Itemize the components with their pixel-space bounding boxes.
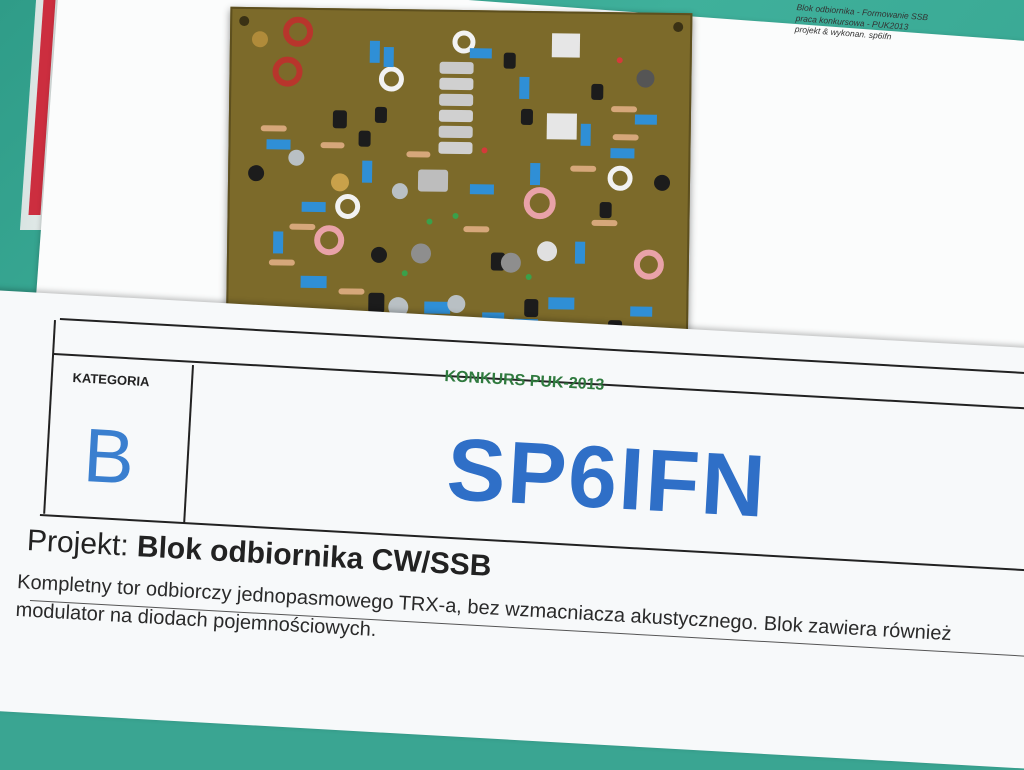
toroid-coil (283, 16, 314, 47)
table-border-top (59, 318, 1024, 376)
table-border-left (43, 320, 56, 514)
category-value: B (81, 412, 137, 501)
toroid-coil (607, 165, 633, 191)
callsign: SP6IFN (444, 418, 770, 536)
contest-title: KONKURS PUK-2013 (444, 368, 605, 394)
trimmer-pot (546, 113, 577, 140)
circuit-board-components (234, 15, 684, 351)
toroid-coil (523, 187, 556, 220)
toroid-coil (378, 66, 404, 92)
toroid-coil (272, 56, 303, 87)
toroid-coil (452, 30, 476, 54)
toroid-coil (633, 249, 664, 280)
crystal-filter (417, 61, 474, 192)
label-content: KATEGORIA B KONKURS PUK-2013 SP6IFN Proj… (15, 318, 1024, 657)
circuit-board (225, 6, 693, 360)
toroid-coil (335, 193, 361, 219)
toroid-coil (314, 225, 345, 256)
trimmer-pot (551, 33, 581, 58)
category-heading: KATEGORIA (72, 370, 150, 390)
project-prefix: Projekt: (26, 524, 130, 563)
project-description: Kompletny tor odbiorczy jednopasmowego T… (15, 570, 952, 646)
small-components (401, 57, 623, 280)
mounting-hole (239, 15, 250, 26)
table-border-divider (183, 365, 194, 523)
mounting-hole (673, 22, 684, 33)
